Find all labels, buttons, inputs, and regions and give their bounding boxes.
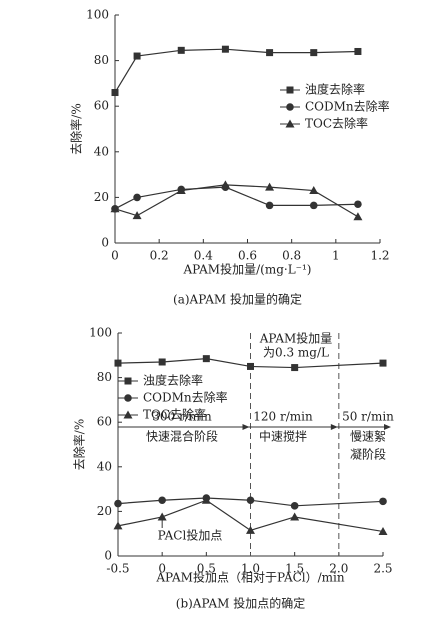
marker-square	[310, 49, 318, 57]
caption: (b)APAM 投加点的确定	[176, 596, 305, 611]
marker-triangle	[123, 410, 133, 419]
arrow-head	[242, 424, 250, 430]
x-tick-label: 1	[332, 249, 340, 263]
marker-square	[124, 377, 132, 385]
marker-square	[177, 46, 185, 54]
marker-circle	[286, 103, 294, 111]
x-axis-label: APAM投加量/(mg·L⁻¹)	[183, 262, 312, 277]
marker-triangle	[201, 495, 211, 504]
x-tick-label: 0	[111, 249, 119, 263]
annotation: 慢速絮	[350, 430, 386, 444]
marker-triangle	[285, 119, 295, 128]
y-tick-label: 100	[86, 8, 109, 22]
annotation: 120 r/min	[253, 410, 313, 424]
arrow-head	[330, 424, 338, 430]
marker-circle	[354, 200, 362, 209]
legend-label: 浊度去除率	[143, 373, 203, 388]
x-tick-label: 0.4	[194, 249, 213, 263]
annotation: 快速混合阶段	[146, 429, 218, 444]
x-tick-label: 2.0	[329, 562, 348, 576]
y-axis-label: 去除率/%	[72, 419, 87, 470]
y-tick-label: 80	[97, 370, 112, 384]
y-tick-label: 40	[94, 144, 109, 158]
marker-triangle	[246, 525, 255, 534]
annotation: 中速搅拌	[259, 429, 307, 444]
y-tick-label: 60	[94, 99, 109, 113]
x-tick-label: 0.6	[238, 249, 257, 263]
annotation: 300 r/min	[152, 410, 212, 424]
marker-square	[221, 45, 229, 53]
x-tick-label: 0.8	[282, 249, 301, 263]
y-tick-label: 0	[104, 549, 112, 563]
y-tick-label: 20	[94, 190, 109, 204]
legend-label: TOC去除率	[143, 407, 206, 422]
x-tick-label: 1.2	[370, 249, 389, 263]
legend-label: CODMn去除率	[305, 99, 390, 114]
x-tick-label: -0.5	[106, 562, 129, 576]
caption: (a)APAM 投加量的确定	[173, 292, 302, 307]
x-tick-label: 0.5	[197, 562, 216, 576]
legend-label: TOC去除率	[305, 116, 368, 131]
marker-circle	[133, 193, 141, 202]
marker-triangle	[110, 204, 120, 213]
annotation: APAM投加量	[259, 331, 333, 346]
x-tick-label: 0.2	[150, 249, 169, 263]
y-tick-label: 60	[97, 415, 112, 429]
marker-square	[291, 364, 299, 372]
marker-square	[114, 359, 122, 367]
marker-triangle	[290, 512, 300, 521]
marker-square	[111, 89, 119, 97]
x-tick-label: 1.5	[285, 562, 304, 576]
series-line	[117, 499, 384, 533]
y-axis-label: 去除率/%	[69, 103, 84, 154]
marker-square	[247, 362, 254, 370]
annotation: 50 r/min	[342, 410, 394, 424]
series-line	[117, 358, 384, 369]
marker-circle	[379, 497, 387, 506]
marker-triangle	[309, 186, 319, 195]
legend-label: 浊度去除率	[305, 82, 365, 97]
y-tick-label: 20	[97, 504, 112, 518]
x-axis-label: APAM投加点（相对于PACl）/min	[155, 570, 345, 585]
marker-square	[354, 47, 362, 55]
x-tick-label: 1.0	[241, 562, 260, 576]
series-line	[117, 497, 384, 507]
marker-triangle	[113, 521, 123, 530]
marker-circle	[309, 201, 318, 210]
marker-square	[266, 49, 274, 57]
marker-triangle	[353, 212, 363, 221]
marker-triangle	[220, 180, 230, 189]
marker-square	[158, 358, 166, 366]
marker-circle	[290, 502, 299, 510]
marker-triangle	[157, 512, 167, 521]
legend-label: CODMn去除率	[143, 390, 228, 405]
marker-triangle	[265, 182, 275, 191]
marker-square	[202, 355, 210, 363]
x-tick-label: 2.5	[373, 562, 392, 576]
annotation: PACl投加点	[158, 528, 223, 543]
x-tick-label: 0	[158, 562, 166, 576]
y-tick-label: 100	[89, 326, 112, 340]
marker-circle	[246, 496, 255, 505]
marker-triangle	[378, 526, 388, 535]
annotation: 为0.3 mg/L	[263, 346, 329, 360]
arrow-head	[384, 424, 391, 430]
series-line	[114, 186, 358, 210]
y-tick-label: 40	[97, 459, 112, 473]
marker-circle	[158, 496, 166, 505]
marker-circle	[124, 394, 132, 402]
marker-triangle	[176, 186, 186, 195]
marker-triangle	[132, 211, 142, 220]
marker-circle	[265, 201, 274, 210]
series-line	[114, 184, 359, 218]
marker-square	[379, 359, 387, 367]
marker-square	[133, 52, 141, 60]
y-tick-label: 0	[101, 236, 109, 250]
y-tick-label: 80	[94, 53, 109, 67]
annotation: 凝阶段	[350, 447, 386, 462]
marker-square	[286, 86, 294, 94]
marker-circle	[114, 499, 122, 508]
